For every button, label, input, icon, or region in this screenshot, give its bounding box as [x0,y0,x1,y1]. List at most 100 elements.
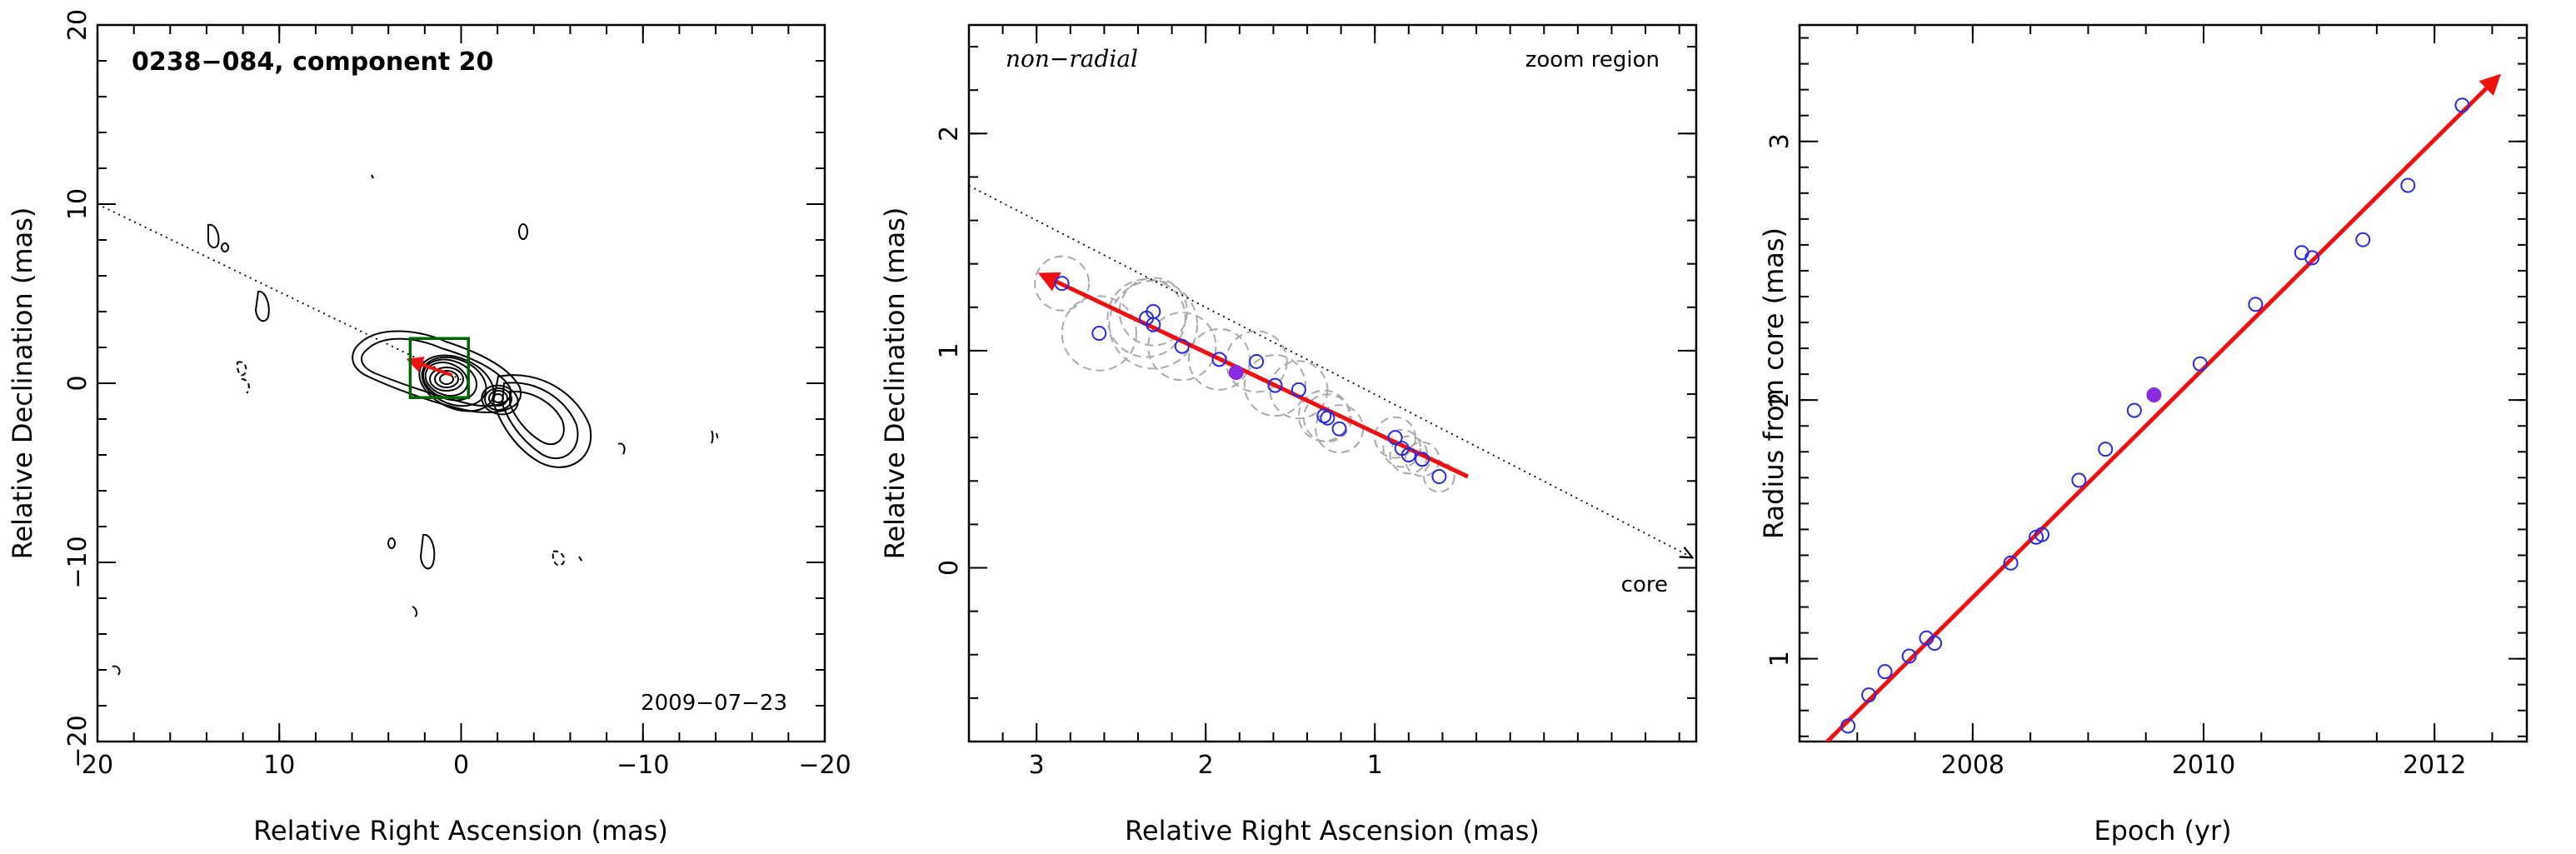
component-position-point [1091,326,1107,342]
panel1-ylabel: Relative Declination (mas) [7,207,38,560]
panel1-plot-area [97,174,719,676]
component-position-point [1331,421,1347,437]
radius-point [2454,97,2470,113]
highlight-point [1228,364,1244,380]
panel3-ticks [1799,25,2527,742]
radius-point [1927,636,1943,652]
component-position-point [1320,410,1335,426]
component-ellipse [1302,393,1352,443]
component-ellipses [1034,255,1455,493]
radius-point [2126,402,2142,418]
panel2-region-label: zoom region [1525,47,1660,72]
component-position-point [1267,377,1283,393]
y-tick-label: 3 [1765,133,1795,149]
radius-point [1919,630,1934,646]
panel1-tick-labels: 20 10 0 −10 −20 −20 −10 0 10 20 [63,9,851,780]
panel2-core-label: core [1621,572,1668,597]
radius-point [1840,718,1856,734]
panel1-pa-line [97,203,462,381]
x-tick-label: −20 [798,751,851,780]
panel1-date: 2009−07−23 [641,691,787,716]
panel1-ticks [97,24,826,742]
panel2-plot-area [969,185,1691,557]
radius-point [2400,177,2416,193]
panel2-frame [967,23,1698,743]
component-position-point [1054,276,1070,292]
radius-point [2098,442,2114,457]
x-tick-label: −10 [617,751,669,780]
panel2-pa-line [969,185,1691,557]
panel-radius-epoch: 2008 2010 2012 1 2 3 Epoch (yr) Radius from c… [1758,23,2529,847]
component-position-point [1387,430,1403,446]
component-position-point [1316,408,1332,424]
x-tick-label: 2010 [2172,751,2235,780]
panel-zoom-region: 3 2 1 0 1 2 non−radial zoom region core Relat… [879,23,1698,847]
panel1-fit-vector [406,357,453,377]
component-position-point [1174,338,1190,354]
component-ellipse [1034,255,1091,312]
radius-point [1877,664,1893,680]
x-tick-label: 2 [1198,751,1214,780]
panel3-tick-labels: 2008 2010 2012 1 2 3 [1765,133,2466,780]
panel1-title: 0238−084, component 20 [132,47,493,77]
component-ellipse [1404,441,1440,477]
y-tick-label: 2 [1765,392,1795,408]
y-tick-label: −20 [63,715,92,767]
component-position-point [1415,452,1430,467]
panel3-plot-area [1824,73,2501,742]
component-ellipse [1382,428,1422,468]
component-positions [1054,276,1447,485]
radius-point [1861,687,1877,703]
x-tick-label: 1 [1367,751,1383,780]
panel2-ticks [968,25,1696,742]
contour-map [112,174,719,676]
panel3-fit-vector [1824,73,2501,742]
component-position-point [1290,382,1306,397]
panel1-frame [96,23,826,743]
component-ellipse [1269,360,1329,420]
y-tick-label: 20 [63,9,92,41]
y-tick-label: −10 [63,536,92,588]
component-ellipse [1108,279,1199,370]
y-tick-label: 1 [935,342,964,358]
component-position-point [1400,447,1416,462]
y-tick-label: 1 [1765,651,1795,667]
x-tick-label: 0 [453,751,469,780]
x-tick-label: 2012 [2403,751,2466,780]
panel2-motion-label: non−radial [1006,45,1138,72]
x-tick-label: 3 [1029,751,1045,780]
x-tick-label: 20 [82,751,113,780]
component-ellipse [1061,295,1137,372]
panel2-fit-vector [1037,272,1469,479]
component-ellipse [1106,278,1186,358]
radius-point [2192,356,2208,372]
radius-point [1901,648,1917,664]
panel-contour-map: 20 10 0 −10 −20 −20 −10 0 10 20 0238−084, compone… [7,9,851,847]
highlight-point [2146,387,2162,402]
radius-point [2355,232,2371,247]
zoom-region-box [408,337,470,399]
component-position-point [1211,352,1227,367]
panel3-xlabel: Epoch (yr) [2094,815,2231,847]
y-tick-label: 0 [935,560,964,576]
radius-point [2003,555,2019,571]
radius-point [2071,472,2087,488]
component-position-point [1146,317,1161,332]
radius-points [1840,97,2470,734]
radius-point [2248,297,2264,312]
panel3-frame [1798,23,2529,743]
x-tick-label: 2008 [1941,751,2004,780]
panel3-ylabel: Radius from core (mas) [1758,227,1790,539]
component-ellipse [1243,354,1307,417]
panel2-ylabel: Relative Declination (mas) [879,207,911,560]
y-tick-label: 10 [63,188,92,220]
radius-point [2034,527,2049,542]
panel2-tick-labels: 3 2 1 0 1 2 [935,126,1383,780]
component-ellipse [1297,389,1350,442]
y-tick-label: 2 [935,126,964,142]
radius-point [2294,245,2309,261]
component-position-point [1249,353,1265,369]
component-ellipse [1147,312,1217,382]
radius-point [2304,250,2320,266]
